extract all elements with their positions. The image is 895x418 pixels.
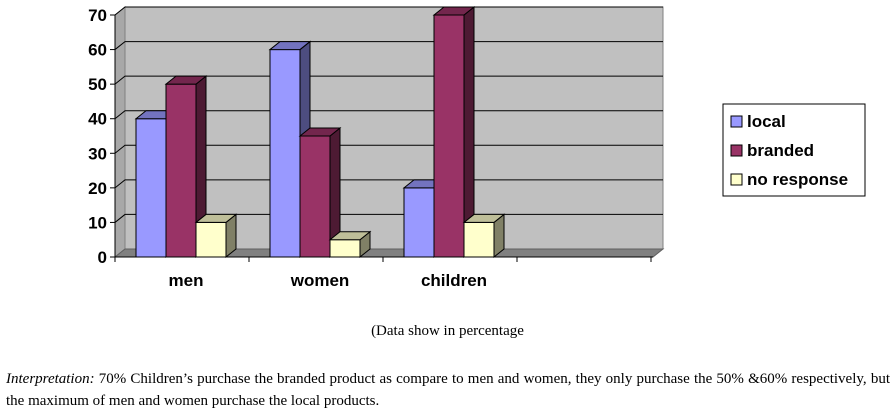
y-tick-label: 0 <box>98 248 107 267</box>
bar-top <box>298 127 342 137</box>
legend-box <box>722 103 866 197</box>
x-axis-categories: men women children <box>169 271 488 290</box>
y-tick-label: 10 <box>88 213 107 232</box>
y-tick-label: 70 <box>88 6 107 25</box>
legend-label: local <box>747 112 786 131</box>
bar-front <box>329 239 361 258</box>
bar-top <box>268 41 312 51</box>
legend-swatch <box>730 144 743 157</box>
interpretation-lead: Interpretation: <box>6 371 95 387</box>
y-tick-label: 40 <box>88 110 107 129</box>
y-tick-label: 50 <box>88 75 107 94</box>
bar-front <box>269 49 301 258</box>
legend-label: no response <box>747 170 848 189</box>
bar-chart: 0 10 20 30 40 50 60 70 men women children local br… <box>88 5 866 290</box>
gridline <box>114 144 663 154</box>
bar-front <box>165 83 197 258</box>
y-tick-label: 60 <box>88 41 107 60</box>
chart-gridlines <box>114 6 663 223</box>
category-label: men <box>169 271 204 290</box>
y-axis-ticks: 0 10 20 30 40 50 60 70 <box>88 6 115 267</box>
category-label: women <box>290 271 350 290</box>
bar-women-branded <box>298 126 342 259</box>
gridline <box>114 6 663 16</box>
bar-top <box>462 213 506 223</box>
gridline <box>114 75 663 85</box>
chart-bars <box>134 5 506 259</box>
gridline <box>114 41 663 50</box>
bar-front <box>195 221 227 258</box>
bar-front <box>463 221 495 258</box>
y-tick-label: 20 <box>88 179 107 198</box>
interpretation-text: 70% Children’s purchase the branded prod… <box>6 371 890 409</box>
category-label: children <box>421 271 487 290</box>
chart-axes <box>114 15 653 262</box>
gridline <box>114 179 663 189</box>
bar-front <box>433 14 465 258</box>
bar-women-no-response <box>328 230 372 259</box>
bar-men-branded <box>164 75 208 259</box>
side-wall <box>114 5 126 259</box>
data-note: (Data show in percentage <box>371 323 524 339</box>
bar-front <box>299 135 331 258</box>
legend-label: branded <box>747 141 814 160</box>
bar-front <box>135 118 167 258</box>
interpretation-paragraph: Interpretation: 70% Children’s purchase … <box>6 368 890 412</box>
bar-front <box>403 187 435 258</box>
legend-swatch <box>730 173 743 186</box>
bar-top <box>432 6 476 16</box>
bar-top <box>164 75 208 85</box>
legend-swatch <box>730 115 743 128</box>
bar-top <box>328 231 372 241</box>
legend: local branded no response <box>722 103 866 197</box>
bar-men-no-response <box>194 213 238 259</box>
bar-top <box>194 213 238 223</box>
y-tick-label: 30 <box>88 144 107 163</box>
bar-children-no-response <box>462 213 506 259</box>
gridline <box>114 110 663 120</box>
